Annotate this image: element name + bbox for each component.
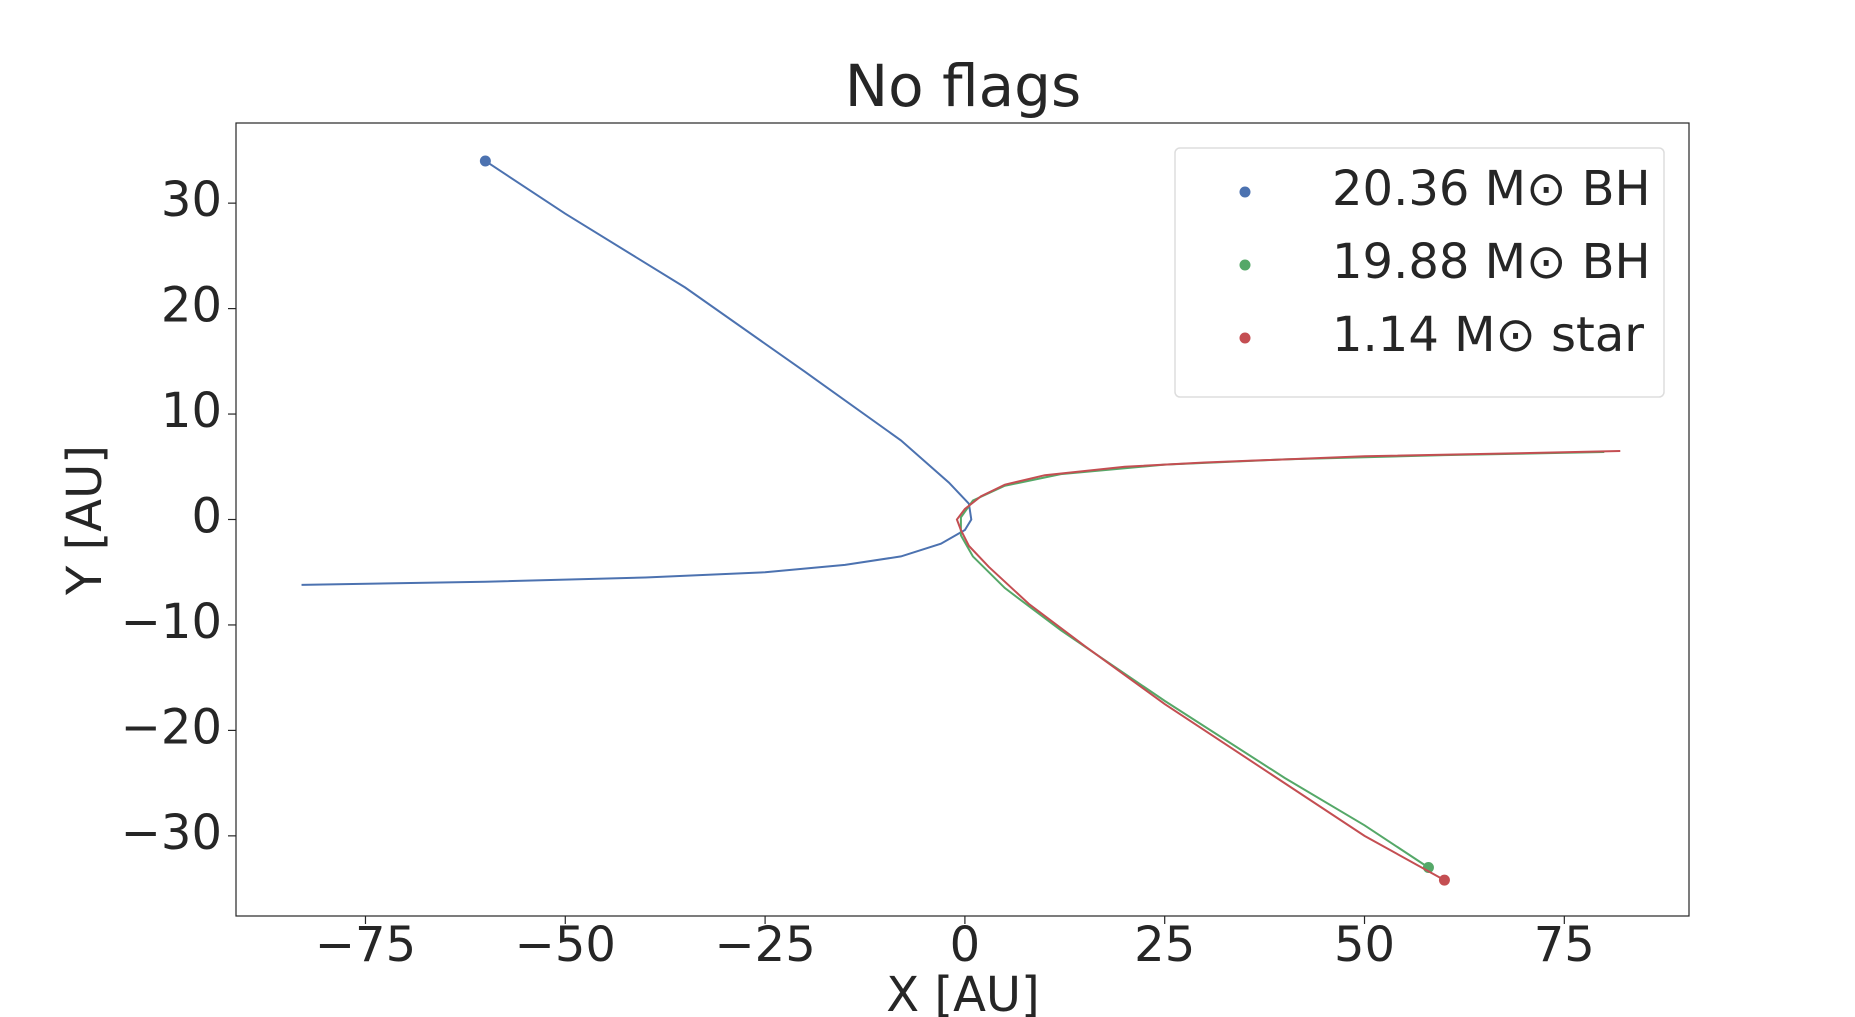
x-tick-label: 75 [1534,917,1595,973]
y-tick-label: −30 [121,805,222,861]
trajectory-line [959,451,1605,869]
x-tick-label: −75 [315,917,416,973]
y-tick-label: 20 [161,278,222,334]
y-axis-label: Y [AU] [57,445,113,596]
x-tick-label: 25 [1134,917,1195,973]
legend-label: 19.88 M⊙ BH [1332,234,1651,290]
legend-label: 20.36 M⊙ BH [1332,161,1651,217]
legend-label: 1.14 M⊙ star [1332,307,1644,363]
final-position [1438,874,1450,886]
y-tick-label: 0 [191,489,222,545]
trajectory-line [301,160,973,586]
final-position [479,155,491,167]
y-tick-label: 10 [161,383,222,439]
legend-box [1174,147,1665,398]
x-tick-label: 50 [1334,917,1395,973]
x-tick-label: −50 [515,917,616,973]
y-tick-label: 30 [161,172,222,228]
x-tick-label: 0 [950,917,981,973]
legend-marker [1239,259,1251,271]
legend-marker [1239,332,1251,344]
x-axis-label: X [AU] [886,967,1040,1017]
legend-marker [1239,186,1251,198]
x-tick-label: −25 [714,917,815,973]
y-tick-label: −10 [121,594,222,650]
trajectory-line [955,449,1621,882]
y-tick-label: −20 [121,699,222,755]
chart-title: No flags [845,52,1081,120]
